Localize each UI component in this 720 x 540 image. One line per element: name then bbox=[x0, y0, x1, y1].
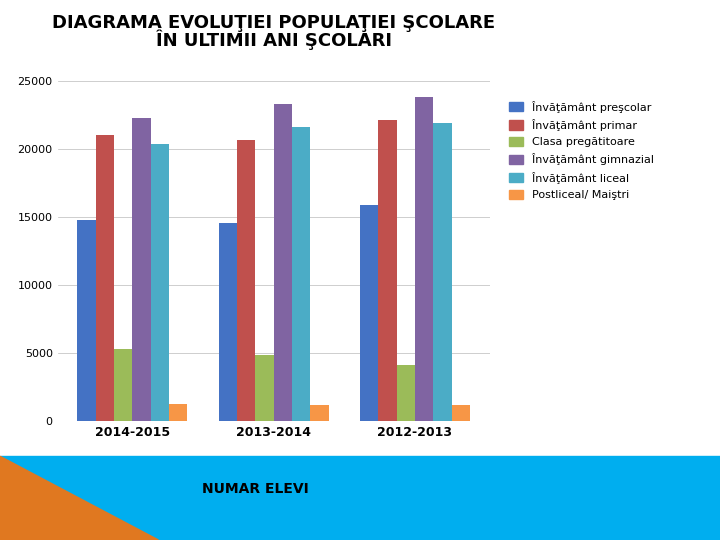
Bar bbox=[274, 104, 292, 421]
Bar bbox=[132, 118, 150, 421]
Bar bbox=[360, 205, 378, 421]
Bar bbox=[77, 220, 96, 421]
Legend: Învăţământ preşcolar, Învăţământ primar, Clasa pregătitoare, Învăţământ gimnazia: Învăţământ preşcolar, Învăţământ primar,… bbox=[506, 97, 657, 204]
Bar bbox=[218, 222, 237, 421]
Bar bbox=[169, 403, 187, 421]
Text: DIAGRAMA EVOLUŢIEI POPULAŢIEI ŞCOLARE: DIAGRAMA EVOLUŢIEI POPULAŢIEI ŞCOLARE bbox=[52, 14, 495, 31]
Bar bbox=[378, 120, 397, 421]
Bar bbox=[433, 123, 451, 421]
Bar bbox=[451, 405, 470, 421]
Bar bbox=[397, 366, 415, 421]
Bar bbox=[415, 97, 433, 421]
Bar bbox=[150, 144, 169, 421]
Bar bbox=[310, 405, 329, 421]
Bar bbox=[237, 139, 255, 421]
Bar bbox=[96, 136, 114, 421]
Bar bbox=[114, 349, 132, 421]
Text: NUMAR ELEVI: NUMAR ELEVI bbox=[202, 482, 309, 496]
Text: ÎN ULTIMII ANI ŞCOLARI: ÎN ULTIMII ANI ŞCOLARI bbox=[156, 30, 392, 50]
Bar bbox=[255, 355, 274, 421]
Polygon shape bbox=[0, 456, 720, 540]
Bar bbox=[292, 127, 310, 421]
Polygon shape bbox=[0, 456, 158, 540]
